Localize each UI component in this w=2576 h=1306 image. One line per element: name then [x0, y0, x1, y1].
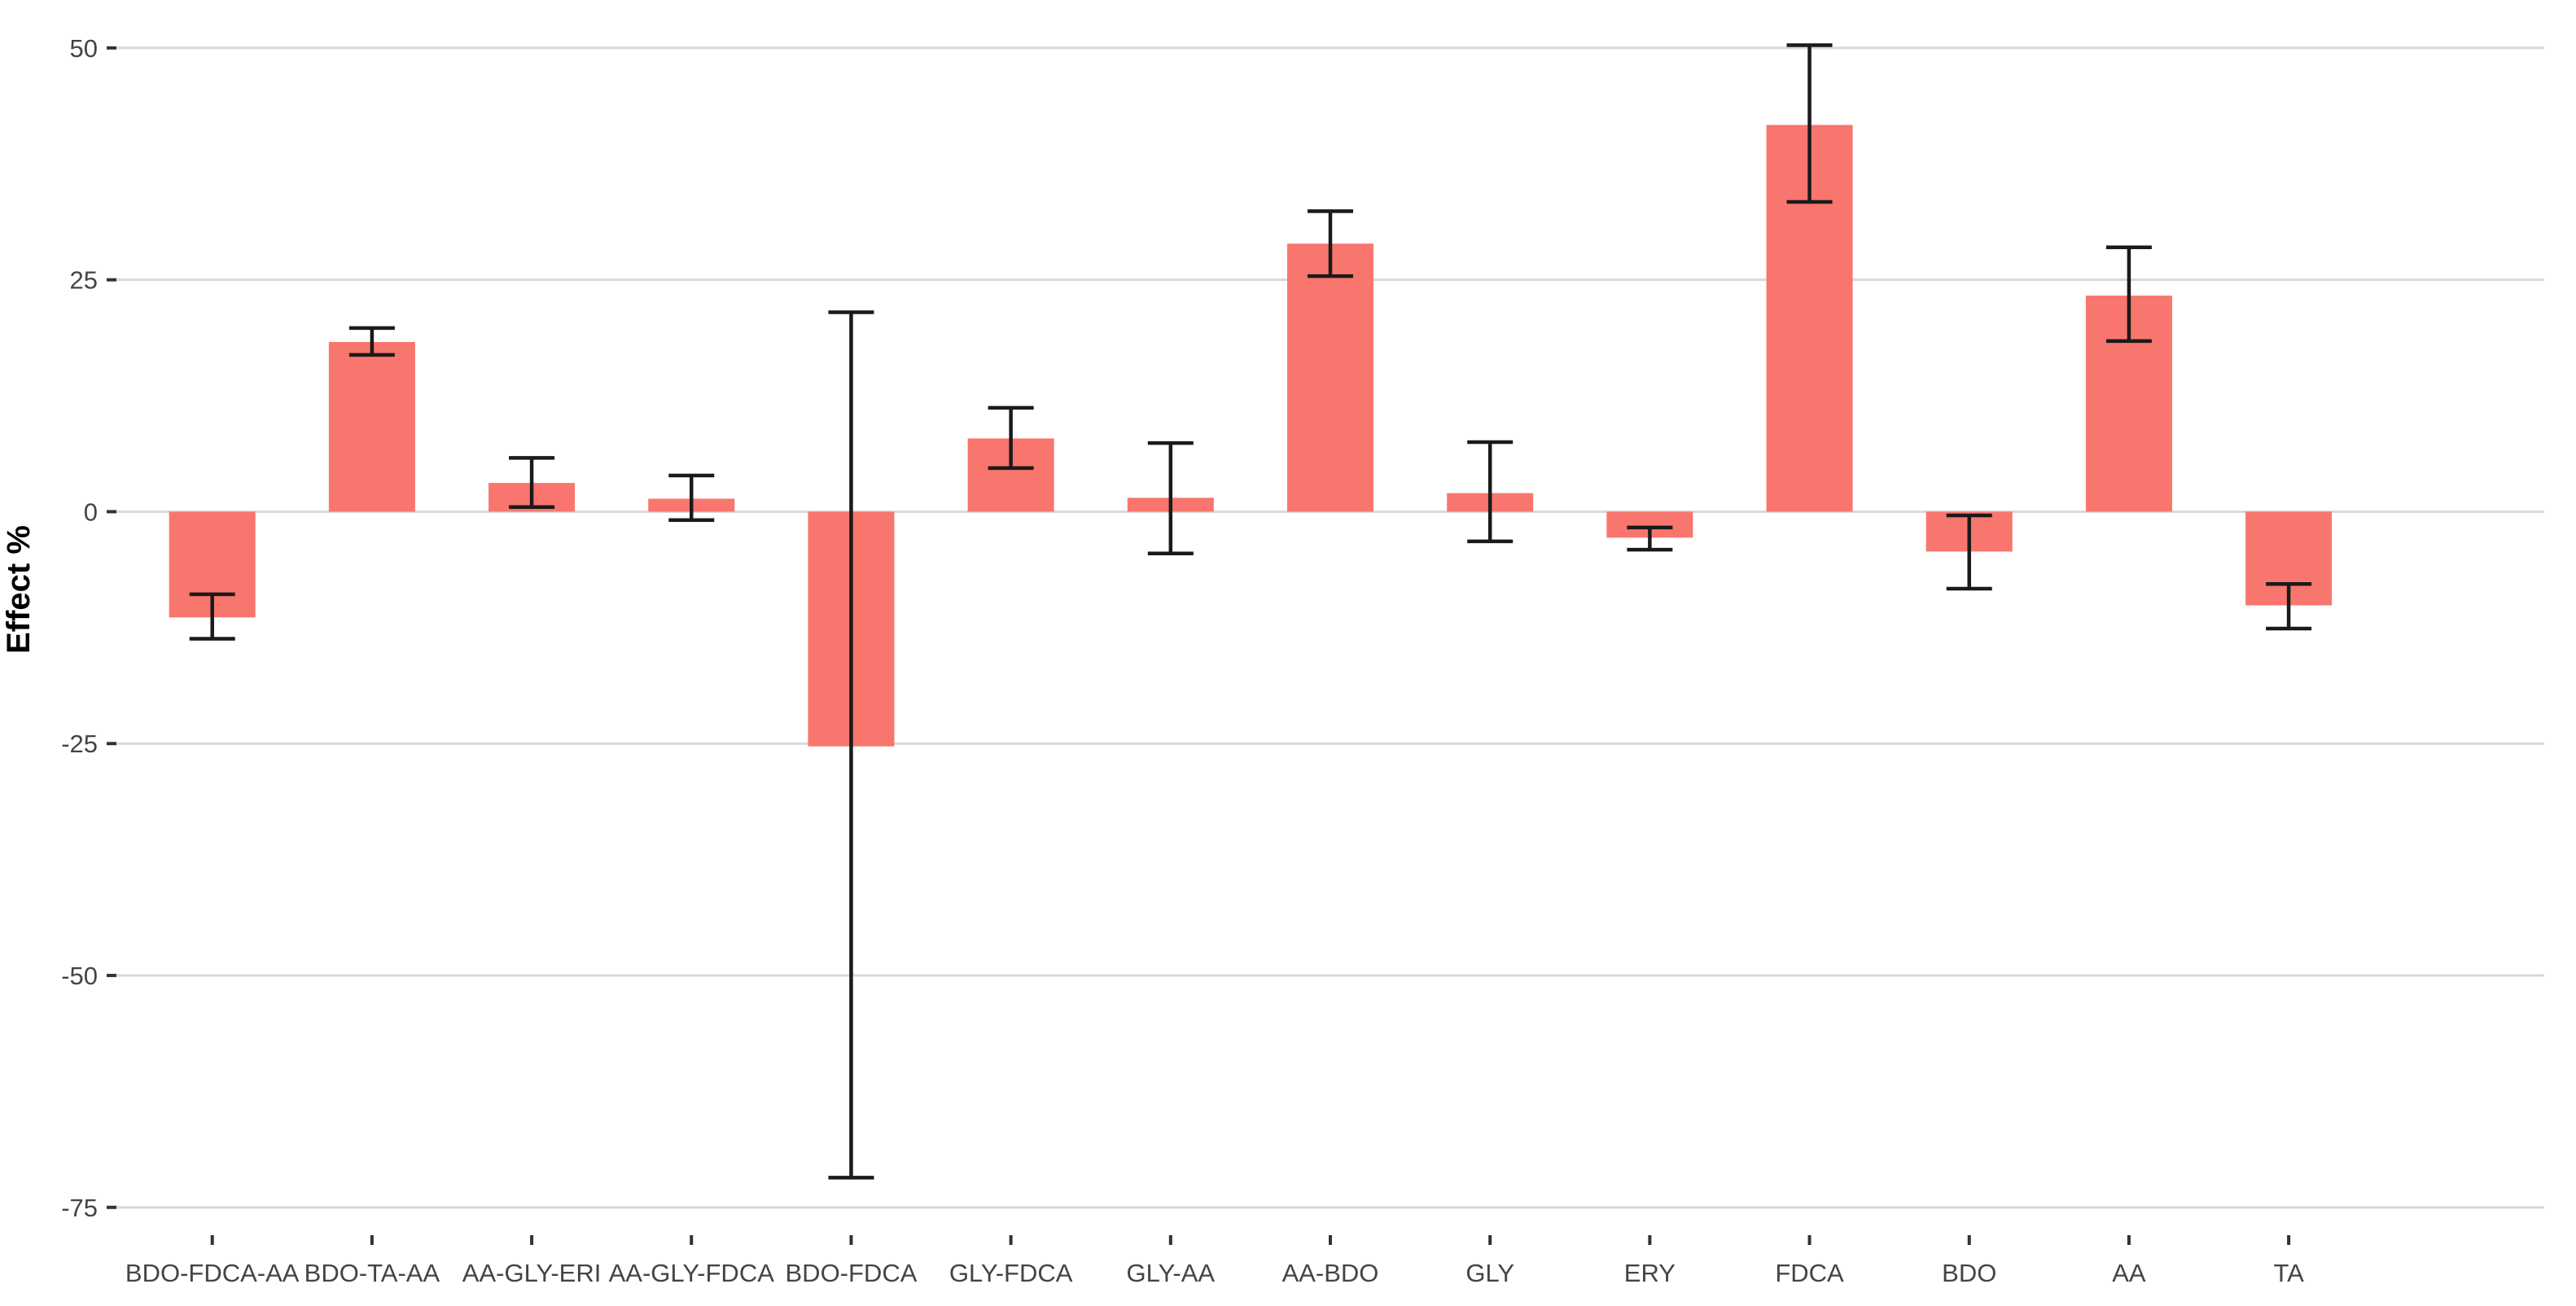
x-tick-label: AA-BDO	[1282, 1259, 1379, 1287]
axes-group: 50 25 0 -25 -50 -75 BDO-FDCA-AA BDO-TA-AA AA-GLY…	[61, 34, 2304, 1287]
y-tick-label: -50	[61, 962, 98, 990]
y-tick-label: 0	[84, 497, 98, 526]
x-tick-label: AA-GLY-ERI	[462, 1259, 602, 1287]
error-bars-group	[189, 43, 2312, 1180]
x-tick-label: FDCA	[1775, 1259, 1844, 1287]
x-tick-label: ERY	[1624, 1259, 1676, 1287]
x-tick-label: AA	[2112, 1259, 2146, 1287]
x-tick-label: GLY-FDCA	[949, 1259, 1073, 1287]
y-tick-label: -25	[61, 730, 98, 758]
bar-BDO-TA-AA	[328, 341, 415, 512]
x-tick-label: GLY-AA	[1127, 1259, 1216, 1287]
x-tick-label: GLY	[1465, 1259, 1514, 1287]
y-tick-label: 25	[70, 266, 98, 295]
y-axis-title: Effect %	[1, 525, 37, 654]
x-tick-label: BDO	[1942, 1259, 1996, 1287]
x-tick-label: AA-GLY-FDCA	[609, 1259, 775, 1287]
y-tick-label: 50	[70, 34, 98, 63]
bar-AA-BDO	[1287, 243, 1373, 512]
x-tick-label: BDO-TA-AA	[304, 1259, 440, 1287]
y-tick-label: -75	[61, 1194, 98, 1222]
x-tick-label: BDO-FDCA	[786, 1259, 918, 1287]
x-tick-label: BDO-FDCA-AA	[125, 1259, 300, 1287]
bars-group	[169, 125, 2333, 747]
x-tick-label: TA	[2273, 1259, 2304, 1287]
